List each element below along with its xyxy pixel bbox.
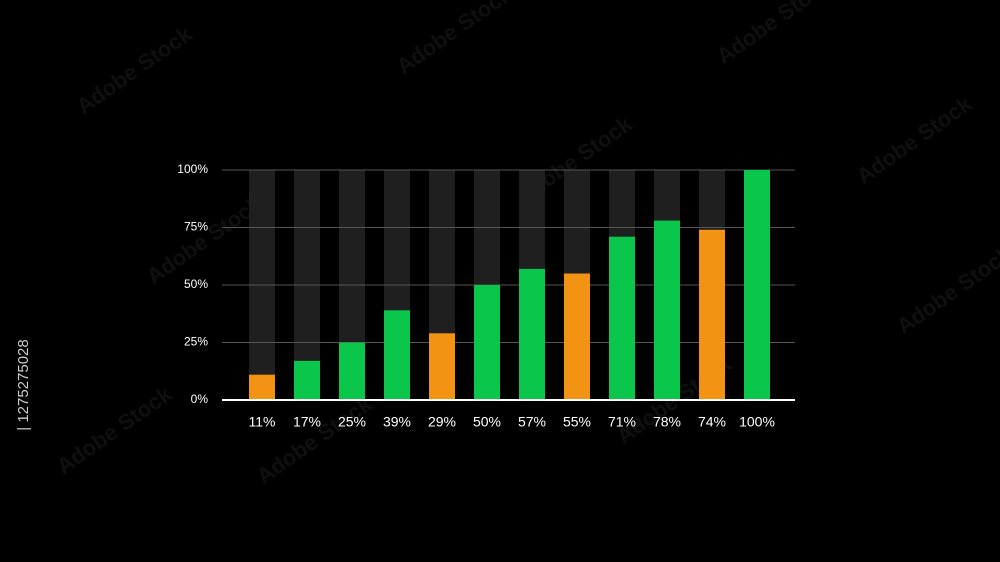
value-label: 100% [739,414,775,430]
bar [339,342,365,400]
value-label: 71% [608,414,636,430]
y-tick-label: 25% [184,335,208,349]
value-label: 17% [293,414,321,430]
bar [609,236,635,400]
bar [654,220,680,400]
value-label: 25% [338,414,366,430]
value-label: 78% [653,414,681,430]
bar [744,170,770,400]
bar [429,333,455,400]
bar [294,360,320,400]
bar [564,273,590,400]
value-label: 74% [698,414,726,430]
stock-id: | 1275275028 [15,339,32,431]
value-label: 11% [249,414,276,430]
bar [384,310,410,400]
bar [249,374,275,400]
value-label: 55% [563,414,591,430]
bar [699,229,725,400]
value-label: 29% [428,414,456,430]
y-tick-label: 50% [184,277,208,291]
value-label: 50% [473,414,501,430]
y-tick-label: 100% [177,162,208,176]
value-label: 57% [518,414,546,430]
bar [519,268,545,400]
bar [474,285,500,400]
y-tick-label: 0% [191,392,209,406]
y-tick-label: 75% [184,220,208,234]
value-label: 39% [383,414,411,430]
